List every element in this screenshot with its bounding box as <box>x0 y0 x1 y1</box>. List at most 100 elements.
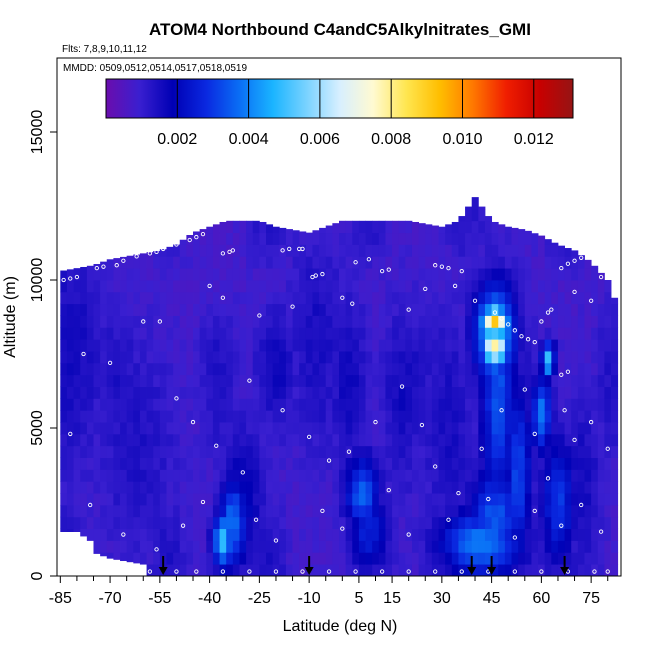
flight-track-point <box>486 496 491 502</box>
heatmap-cell <box>259 315 267 328</box>
heatmap-cell <box>272 374 280 387</box>
heatmap-cell <box>577 516 585 530</box>
heatmap-cell <box>292 244 300 257</box>
heatmap-cell <box>325 469 333 482</box>
heatmap-cell <box>392 386 400 399</box>
flight-track-point <box>194 234 199 240</box>
heatmap-cell <box>445 528 453 541</box>
heatmap-cell <box>325 374 333 387</box>
heatmap-cell <box>239 256 247 269</box>
heatmap-cell <box>431 351 439 364</box>
heatmap-cell <box>431 374 439 387</box>
heatmap-cell <box>438 457 446 470</box>
heatmap-cell <box>431 315 439 328</box>
heatmap-cell <box>106 315 114 328</box>
heatmap-cell <box>411 504 420 518</box>
heatmap-cell <box>126 422 134 435</box>
heatmap-cell <box>465 564 473 577</box>
heatmap-cell <box>146 327 154 340</box>
heatmap-cell <box>491 410 499 423</box>
heatmap-cell <box>484 220 493 234</box>
flight-track-point <box>220 569 226 574</box>
heatmap-cell <box>591 339 599 352</box>
heatmap-cell <box>551 256 559 269</box>
heatmap-cell <box>146 433 154 447</box>
heatmap-cell <box>179 315 187 328</box>
heatmap-cell <box>66 269 74 281</box>
heatmap-cell <box>219 552 227 565</box>
heatmap-cell <box>378 422 386 435</box>
heatmap-cell <box>179 469 187 482</box>
heatmap-cell <box>358 362 366 376</box>
heatmap-cell <box>491 221 499 234</box>
heatmap-cell <box>405 422 413 435</box>
heatmap-cell <box>584 259 592 269</box>
heatmap-cell <box>491 481 499 494</box>
heatmap-cell <box>471 469 479 482</box>
heatmap-cell <box>292 268 300 281</box>
heatmap-cell <box>272 445 280 458</box>
heatmap-cell <box>425 504 433 518</box>
heatmap-cell <box>106 339 114 352</box>
x-tick-label: 60 <box>532 590 550 607</box>
heatmap-cell <box>232 552 240 565</box>
heatmap-cell <box>246 481 254 494</box>
heatmap-cell <box>86 410 94 423</box>
heatmap-cell <box>378 244 386 257</box>
heatmap-cell <box>451 493 459 506</box>
flight-track-point <box>134 254 139 259</box>
heatmap-cell <box>332 504 340 518</box>
heatmap-cell <box>212 327 220 340</box>
heatmap-cell <box>246 339 254 352</box>
heatmap-cell <box>153 327 161 340</box>
heatmap-cell <box>86 481 94 494</box>
flight-track-point <box>174 242 179 247</box>
heatmap-cell <box>199 280 207 293</box>
heatmap-cell <box>272 351 280 364</box>
heatmap-cell <box>106 291 114 305</box>
flight-track-point <box>492 310 498 315</box>
heatmap-cell <box>597 374 605 387</box>
flight-track-point <box>592 569 597 574</box>
heatmap-cell <box>186 516 194 530</box>
heatmap-cell <box>246 410 254 423</box>
heatmap-cell <box>571 493 579 506</box>
heatmap-cell <box>365 291 373 305</box>
heatmap-cell <box>120 528 128 541</box>
flight-track-point <box>287 246 292 252</box>
heatmap-cell <box>66 291 74 305</box>
heatmap-cell <box>266 244 274 257</box>
colorbar: 0.002 0.004 0.006 0.008 0.010 0.012 <box>105 78 574 148</box>
heatmap-cell <box>259 351 267 364</box>
heatmap-cell <box>398 256 406 269</box>
heatmap-cell <box>611 552 619 565</box>
heatmap-cell <box>305 280 313 293</box>
flight-track-point <box>439 264 444 269</box>
heatmap-cell <box>166 564 174 577</box>
heatmap-cell <box>524 540 532 553</box>
heatmap-cell <box>591 265 599 269</box>
heatmap-cell <box>126 457 134 470</box>
heatmap-cell <box>146 315 154 328</box>
flight-track-point <box>207 283 212 289</box>
heatmap-cell <box>431 280 439 293</box>
heatmap-cell <box>405 516 413 530</box>
heatmap-cell <box>544 315 552 328</box>
heatmap-cell <box>312 528 320 541</box>
heatmap-cell <box>339 493 347 506</box>
heatmap-cell <box>531 362 539 376</box>
heatmap-cell <box>425 362 433 376</box>
heatmap-cell <box>339 422 347 435</box>
heatmap-cell <box>538 469 546 482</box>
heatmap-cell <box>106 398 114 411</box>
heatmap-cell <box>212 291 220 305</box>
heatmap-cell <box>199 481 207 494</box>
heatmap-cell <box>279 528 287 541</box>
heatmap-cell <box>252 433 260 447</box>
heatmap-cell <box>173 410 181 423</box>
heatmap-cell <box>524 315 532 328</box>
heatmap-cell <box>551 362 559 376</box>
heatmap-cell <box>425 315 433 328</box>
heatmap-cell <box>106 386 114 399</box>
heatmap-cell <box>153 351 161 364</box>
